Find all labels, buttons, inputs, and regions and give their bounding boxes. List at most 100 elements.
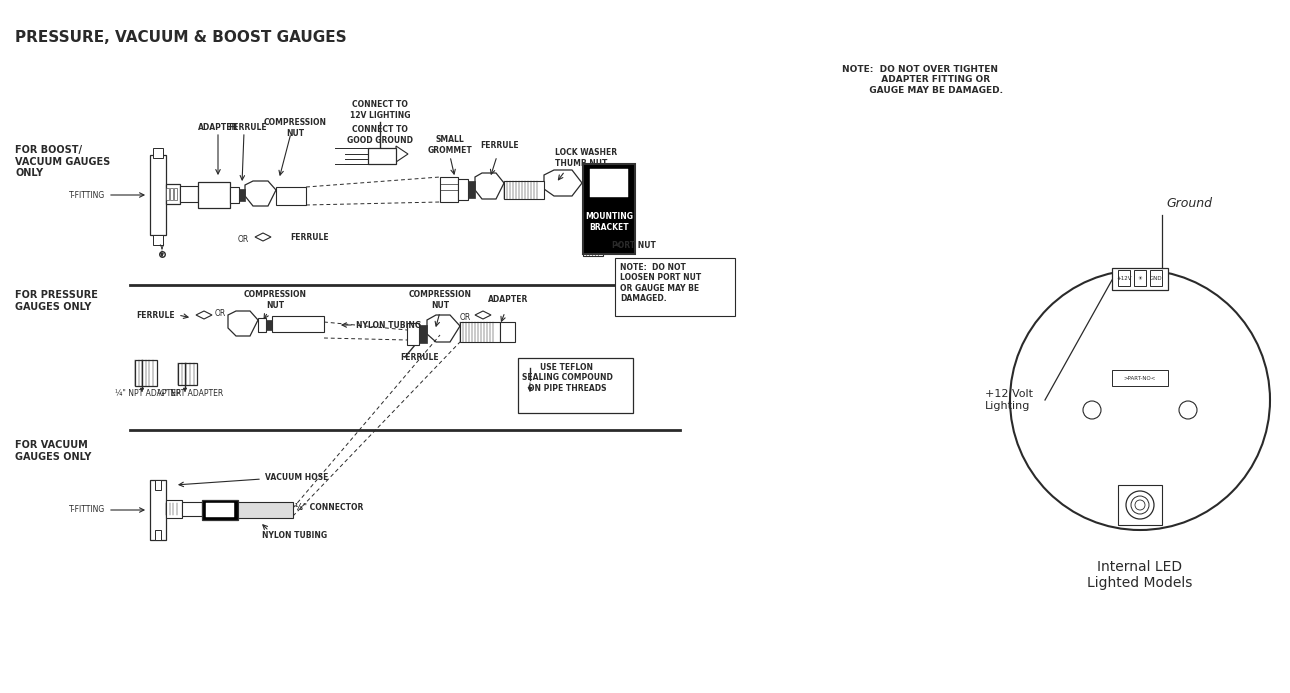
Bar xyxy=(501,322,515,342)
Bar xyxy=(440,177,458,202)
Bar xyxy=(504,181,544,199)
Bar xyxy=(135,360,157,386)
Text: T-FITTING: T-FITTING xyxy=(68,505,104,514)
Bar xyxy=(203,500,237,520)
Text: ⅛" NPT ADAPTER: ⅛" NPT ADAPTER xyxy=(157,389,223,398)
Text: COMPRESSION
NUT: COMPRESSION NUT xyxy=(409,290,472,310)
Text: LOCK WASHER
THUMB NUT: LOCK WASHER THUMB NUT xyxy=(555,148,617,168)
Bar xyxy=(590,169,628,197)
Text: ☀: ☀ xyxy=(1138,276,1143,281)
Bar xyxy=(154,235,163,245)
Bar xyxy=(1134,270,1146,286)
Text: MOUNTING
BRACKET: MOUNTING BRACKET xyxy=(584,212,633,231)
Bar xyxy=(197,182,230,208)
Text: FERRULE: FERRULE xyxy=(228,123,267,132)
Bar xyxy=(276,187,306,205)
Bar xyxy=(368,148,396,164)
Polygon shape xyxy=(245,181,276,206)
Circle shape xyxy=(1126,491,1155,519)
Text: OR: OR xyxy=(237,236,249,245)
Text: GND: GND xyxy=(1149,276,1162,281)
Circle shape xyxy=(1135,500,1146,510)
Bar xyxy=(583,238,602,256)
Text: OR: OR xyxy=(214,308,226,317)
Polygon shape xyxy=(228,311,258,336)
Bar xyxy=(174,188,177,200)
Text: FERRULE: FERRULE xyxy=(137,310,175,319)
Bar xyxy=(1118,270,1130,286)
Text: ADAPTER: ADAPTER xyxy=(197,123,239,132)
Bar xyxy=(166,188,169,200)
Text: FERRULE: FERRULE xyxy=(400,353,439,362)
Text: OR: OR xyxy=(459,313,471,322)
Bar xyxy=(230,187,239,203)
Bar xyxy=(1112,268,1167,290)
Bar xyxy=(458,179,468,200)
Text: FOR PRESSURE
GAUGES ONLY: FOR PRESSURE GAUGES ONLY xyxy=(15,290,98,312)
Polygon shape xyxy=(475,311,491,319)
Text: NOTE:  DO NOT
LOOSEN PORT NUT
OR GAUGE MAY BE
DAMAGED.: NOTE: DO NOT LOOSEN PORT NUT OR GAUGE MA… xyxy=(620,263,702,304)
Bar xyxy=(408,323,419,345)
Text: FERRULE: FERRULE xyxy=(290,234,329,243)
Bar xyxy=(170,188,173,200)
Circle shape xyxy=(1131,496,1149,514)
Bar xyxy=(519,358,633,413)
Bar xyxy=(150,480,166,540)
Bar xyxy=(237,502,293,518)
Bar xyxy=(182,502,203,516)
Bar xyxy=(155,480,161,490)
Bar xyxy=(155,530,161,540)
Bar xyxy=(1112,370,1167,386)
Polygon shape xyxy=(427,315,461,342)
Bar xyxy=(181,186,197,202)
Polygon shape xyxy=(396,146,408,162)
Text: T-FITTING: T-FITTING xyxy=(68,191,104,200)
Text: ADAPTER: ADAPTER xyxy=(488,295,528,304)
Bar xyxy=(166,500,182,518)
Text: NOTE:  DO NOT OVER TIGHTEN
          ADAPTER FITTING OR
          GAUGE MAY BE D: NOTE: DO NOT OVER TIGHTEN ADAPTER FITTIN… xyxy=(837,65,1002,95)
Polygon shape xyxy=(475,173,504,199)
Text: ¼" NPT ADAPTER: ¼" NPT ADAPTER xyxy=(115,389,181,398)
Text: PORT NUT: PORT NUT xyxy=(611,240,655,249)
Circle shape xyxy=(1179,401,1197,419)
Bar xyxy=(583,164,635,254)
Bar xyxy=(419,325,427,343)
Text: CONNECT TO
GOOD GROUND: CONNECT TO GOOD GROUND xyxy=(347,125,413,145)
Bar xyxy=(166,184,181,204)
Circle shape xyxy=(1084,401,1100,419)
Text: COMPRESSION
NUT: COMPRESSION NUT xyxy=(263,119,326,138)
Text: FOR BOOST/
VACUUM GAUGES
ONLY: FOR BOOST/ VACUUM GAUGES ONLY xyxy=(15,145,110,178)
Text: COMPRESSION
NUT: COMPRESSION NUT xyxy=(244,290,307,310)
Circle shape xyxy=(1010,270,1269,530)
Text: USE TEFLON
SEALING COMPOUND
ON PIPE THREADS: USE TEFLON SEALING COMPOUND ON PIPE THRE… xyxy=(521,363,613,393)
Text: +12 Volt
Lighting: +12 Volt Lighting xyxy=(986,389,1033,411)
Text: +12V: +12V xyxy=(1116,276,1131,281)
Bar xyxy=(239,189,245,201)
Bar xyxy=(206,503,233,517)
Polygon shape xyxy=(544,170,582,196)
Text: Ground: Ground xyxy=(1166,197,1213,210)
Bar xyxy=(461,322,501,342)
Text: Internal LED
Lighted Models: Internal LED Lighted Models xyxy=(1087,560,1193,590)
Bar xyxy=(266,320,272,330)
Text: NYLON TUBING: NYLON TUBING xyxy=(356,320,421,329)
Text: VACUUM HOSE: VACUUM HOSE xyxy=(264,473,329,482)
Text: FOR VACUUM
GAUGES ONLY: FOR VACUUM GAUGES ONLY xyxy=(15,440,92,462)
Text: CONNECT TO
12V LIGHTING: CONNECT TO 12V LIGHTING xyxy=(350,100,410,120)
Polygon shape xyxy=(196,311,212,319)
Bar xyxy=(1118,485,1162,525)
Text: SMALL
GROMMET: SMALL GROMMET xyxy=(427,135,472,155)
Text: ⅛" CONNECTOR: ⅛" CONNECTOR xyxy=(295,502,364,511)
Bar xyxy=(178,363,197,385)
Text: FERRULE: FERRULE xyxy=(481,141,520,150)
Bar xyxy=(258,318,266,332)
Bar xyxy=(468,181,475,198)
Bar xyxy=(150,155,166,235)
Polygon shape xyxy=(255,233,271,241)
Bar xyxy=(1149,270,1162,286)
Bar xyxy=(272,316,324,332)
Text: >PART-NO<: >PART-NO< xyxy=(1124,376,1156,380)
Text: PRESSURE, VACUUM & BOOST GAUGES: PRESSURE, VACUUM & BOOST GAUGES xyxy=(15,30,347,45)
Bar xyxy=(615,258,735,316)
Text: NYLON TUBING: NYLON TUBING xyxy=(262,531,328,539)
